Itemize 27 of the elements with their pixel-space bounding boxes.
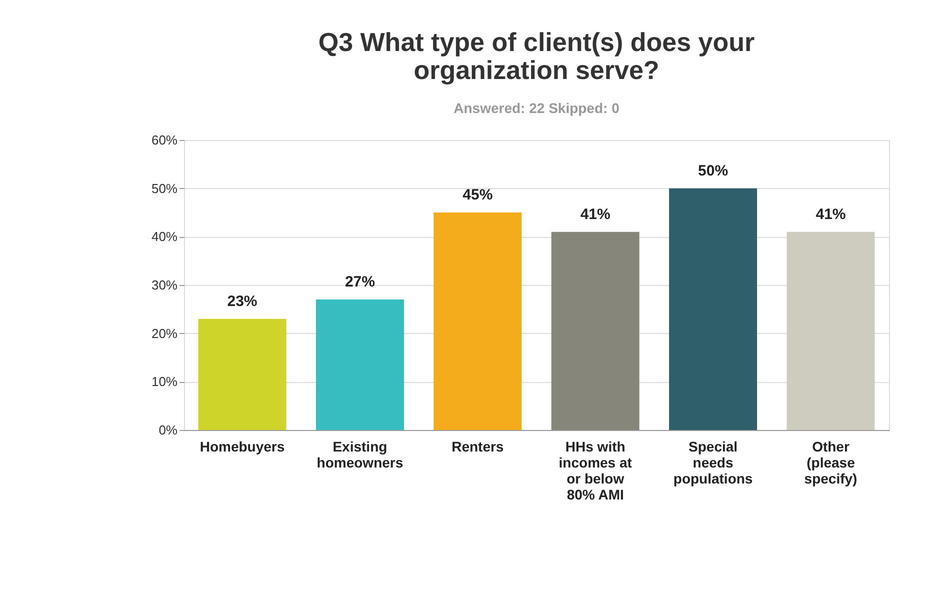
x-tick-label: Special needs populations <box>673 438 753 486</box>
data-label: 45% <box>462 186 493 204</box>
x-tick-label: Existing homeowners <box>316 438 404 470</box>
y-tick-label: 10% <box>151 374 178 390</box>
x-tick-label: HHs with incomes at or below 80% AMI <box>558 438 632 502</box>
y-tick-label: 30% <box>151 278 178 292</box>
chart-title: Q3 What type of client(s) does your organization serve? <box>318 27 755 85</box>
y-tick-label: 50% <box>151 180 178 196</box>
y-tick-label: 60% <box>151 132 178 148</box>
bar <box>786 232 875 430</box>
bar <box>669 188 758 430</box>
data-label: 41% <box>580 206 610 223</box>
bar <box>434 212 522 430</box>
y-tick-label: 0% <box>158 422 178 438</box>
data-label: 27% <box>344 274 375 290</box>
chart-subtitle: Answered: 22 Skipped: 0 <box>454 100 620 116</box>
x-tick-label: Renters <box>452 438 504 454</box>
x-tick-label: Homebuyers <box>200 438 285 454</box>
bar <box>198 318 286 430</box>
x-tick-label: Other (please specify) <box>804 438 858 486</box>
y-tick-label: 20% <box>151 326 178 341</box>
bar <box>551 232 640 430</box>
bar <box>316 300 404 430</box>
y-tick-label: 40% <box>151 229 178 244</box>
data-label: 50% <box>698 162 728 180</box>
data-label: 41% <box>816 206 846 223</box>
data-label: 23% <box>227 292 258 310</box>
